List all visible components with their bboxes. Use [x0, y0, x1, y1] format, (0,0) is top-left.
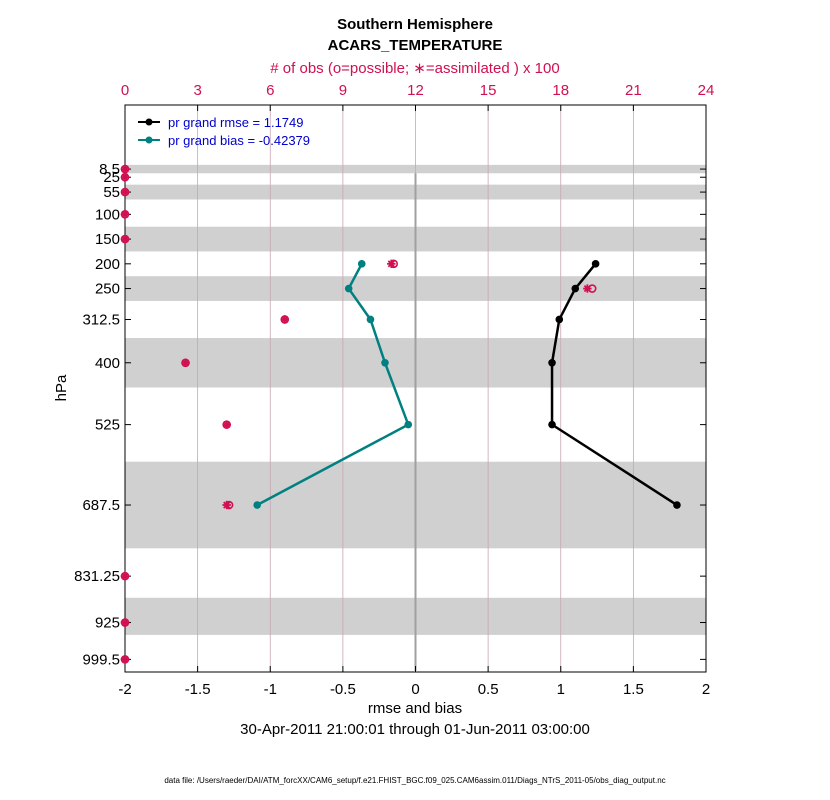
y-tick-label: 8.5 — [99, 161, 120, 178]
obs-assimilated-marker — [120, 210, 130, 219]
x-tick-label: -1.5 — [185, 681, 211, 698]
date-range: 30-Apr-2011 21:00:01 through 01-Jun-2011… — [240, 721, 590, 738]
legend-rmse-marker — [145, 118, 153, 126]
series-rmse-point — [555, 315, 564, 324]
obs-assimilated-marker — [120, 234, 130, 244]
axis-ticks: -2 -1.5 -1 -0.5 0 0.5 1 1.5 20 3 6 9 12 15 18 21 248.525… — [74, 82, 714, 698]
y-tick-label: 100 — [95, 206, 120, 223]
top-tick-label: 15 — [480, 82, 497, 99]
x-tick-label: -0.5 — [330, 681, 356, 698]
y-axis-label: hPa — [53, 374, 70, 401]
y-tick-label: 150 — [95, 231, 120, 248]
top-tick-label: 24 — [698, 82, 715, 99]
top-tick-label: 18 — [552, 82, 569, 99]
obs-assimilated-stroke — [281, 315, 289, 324]
obs-assimilated-marker — [222, 420, 231, 429]
y-tick-label: 312.5 — [82, 311, 120, 328]
legend-bias-marker — [145, 136, 153, 144]
obs-assimilated-marker — [583, 284, 592, 293]
obs-assimilated-stroke — [121, 655, 129, 663]
series-rmse-point — [571, 284, 580, 293]
series-bias-point — [366, 315, 375, 324]
obs-assimilated-stroke — [121, 235, 129, 243]
footer-data-file: data file: /Users/raeder/DAI/ATM_forcXX/… — [164, 776, 665, 785]
top-tick-label: 9 — [339, 82, 347, 99]
obs-assimilated-marker — [120, 655, 130, 664]
obs-assimilated-stroke — [121, 188, 129, 196]
y-tick-label: 200 — [95, 256, 120, 273]
series-bias-point — [344, 284, 353, 293]
series-bias-point — [404, 420, 413, 429]
x-tick-label: 0.5 — [478, 681, 499, 698]
y-tick-label: 525 — [95, 417, 120, 434]
chart-subtitle: ACARS_TEMPERATURE — [328, 37, 503, 54]
obs-assimilated-marker — [120, 571, 130, 581]
y-tick-label: 925 — [95, 615, 120, 632]
obs-assimilated-stroke — [121, 572, 129, 580]
series-rmse-point — [548, 420, 556, 429]
series-bias-point — [253, 501, 261, 509]
legend: pr grand rmse = 1.1749 pr grand bias = -… — [138, 115, 310, 148]
obs-assimilated-marker — [120, 618, 130, 627]
y-tick-label: 55 — [103, 184, 120, 201]
x-tick-label: 1.5 — [623, 681, 644, 698]
y-tick-label: 400 — [95, 355, 120, 372]
series-bias-point — [381, 358, 389, 367]
obs-assimilated-stroke — [121, 618, 129, 627]
obs-assimilated-marker — [387, 259, 396, 269]
obs-assimilated-stroke — [223, 501, 231, 509]
obs-assimilated-marker — [280, 315, 289, 324]
obs-assimilated-stroke — [121, 210, 129, 218]
top-axis-label: # of obs (o=possible; ∗=assimilated ) x … — [270, 60, 559, 77]
top-tick-label: 21 — [625, 82, 642, 99]
x-axis-label: rmse and bias — [368, 700, 462, 717]
series-rmse-point — [548, 358, 556, 367]
y-tick-label: 999.5 — [82, 651, 120, 668]
chart-title: Southern Hemisphere — [337, 16, 493, 33]
obs-assimilated-stroke — [121, 165, 129, 173]
x-tick-label: 2 — [702, 681, 710, 698]
x-tick-label: -1 — [264, 681, 277, 698]
obs-assimilated-stroke — [583, 284, 591, 293]
series-bias-line — [256, 263, 410, 507]
top-tick-label: 0 — [121, 82, 129, 99]
x-tick-label: 0 — [411, 681, 419, 698]
obs-assimilated-marker — [120, 164, 130, 174]
series-bias-point — [357, 260, 366, 268]
obs-assimilated-marker — [120, 187, 130, 197]
y-tick-label: 250 — [95, 281, 120, 298]
obs-assimilated-stroke — [121, 173, 129, 181]
obs-assimilated-stroke — [223, 421, 231, 429]
obs-assimilated-stroke — [181, 359, 190, 367]
series-rmse-point — [673, 501, 681, 509]
obs-count-markers — [120, 164, 597, 664]
series-rmse-point — [591, 260, 600, 268]
legend-rmse-label: pr grand rmse = 1.1749 — [168, 115, 304, 130]
obs-assimilated-marker — [222, 500, 231, 510]
obs-assimilated-stroke — [387, 260, 395, 268]
top-tick-label: 3 — [193, 82, 201, 99]
series-layer — [253, 260, 681, 509]
top-tick-label: 12 — [407, 82, 424, 99]
series-rmse-line — [550, 263, 678, 507]
legend-bias-label: pr grand bias = -0.42379 — [168, 133, 310, 148]
x-tick-label: 1 — [557, 681, 565, 698]
obs-assimilated-marker — [120, 173, 130, 182]
y-tick-label: 25 — [103, 169, 120, 186]
x-tick-label: -2 — [118, 681, 131, 698]
obs-assimilated-marker — [181, 358, 190, 367]
y-tick-label: 831.25 — [74, 568, 120, 585]
y-tick-label: 687.5 — [82, 497, 120, 514]
top-tick-label: 6 — [266, 82, 274, 99]
